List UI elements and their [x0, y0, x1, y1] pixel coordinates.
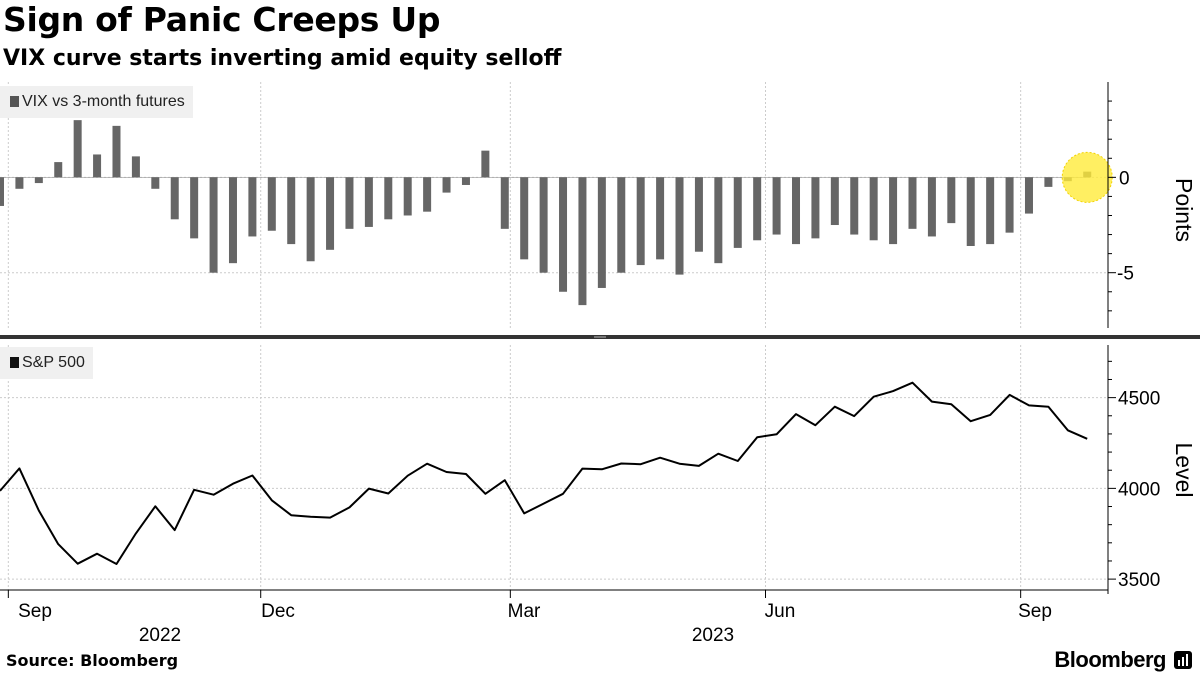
vix-bar [811, 177, 820, 239]
legend-vix: VIX vs 3-month futures [0, 86, 193, 118]
vix-bar [694, 177, 703, 252]
x-tick-label: Sep [1018, 601, 1052, 622]
vix-bar [675, 177, 684, 275]
vix-bar [792, 177, 801, 245]
vix-bar [597, 177, 606, 288]
x-year-label: 2022 [139, 625, 181, 646]
vix-bar [559, 177, 568, 292]
y-tick-label-bottom: 4000 [1118, 479, 1160, 500]
vix-bar [1005, 177, 1014, 233]
vix-bar [520, 177, 529, 260]
vix-bar [830, 177, 839, 226]
vix-bar [850, 177, 859, 235]
x-year-label: 2023 [692, 625, 734, 646]
vix-bar [287, 177, 296, 245]
vix-bar [93, 154, 102, 178]
vix-bar [442, 177, 451, 193]
brand-logo-text: Bloomberg [1054, 647, 1166, 672]
vix-bar [869, 177, 878, 241]
vix-bar [947, 177, 956, 224]
vix-bar [753, 177, 762, 241]
legend-label-spx: S&P 500 [22, 354, 85, 371]
vix-bar [889, 177, 898, 245]
vix-bar [908, 177, 917, 229]
vix-bar [403, 177, 412, 216]
vix-bar [131, 156, 140, 178]
y-axis-title-top: Points [1171, 178, 1197, 242]
y-tick-label-top: 0 [1119, 168, 1130, 189]
vix-bar [34, 177, 43, 184]
spx-line-layer [0, 381, 1088, 565]
legend-label-vix: VIX vs 3-month futures [22, 93, 185, 110]
vix-bars [0, 120, 1113, 306]
legend-spx: S&P 500 [0, 347, 93, 379]
vix-bar [306, 177, 315, 262]
vix-bar [966, 177, 975, 246]
vix-bar [617, 177, 626, 273]
vix-bar [481, 150, 490, 178]
inversion-highlight [1061, 151, 1113, 203]
chart-subtitle: VIX curve starts inverting amid equity s… [3, 46, 562, 71]
vix-bar [73, 120, 82, 178]
vix-bar [733, 177, 742, 248]
vix-bar [0, 177, 4, 206]
vix-bar [112, 125, 121, 178]
vix-bar [714, 177, 723, 264]
legend-swatch-spx [10, 357, 19, 368]
y-tick-label-bottom: 4500 [1118, 389, 1160, 410]
vix-bar [461, 177, 470, 185]
vix-bar [15, 177, 24, 189]
vix-bar [656, 177, 665, 260]
vix-bar [927, 177, 936, 237]
vix-bar [190, 177, 199, 239]
vix-bar [326, 177, 335, 250]
vix-bar [772, 177, 781, 235]
vix-bar [345, 177, 354, 229]
chart-title: Sign of Panic Creeps Up [3, 0, 441, 39]
vix-bar [1044, 177, 1053, 187]
vix-bar [539, 177, 548, 273]
vix-bar [500, 177, 509, 229]
vix-bar [384, 177, 393, 220]
brand-mark-icon [1174, 651, 1192, 669]
x-tick-label: Dec [261, 601, 295, 622]
legend-swatch-vix [10, 96, 19, 107]
x-tick-label: Sep [18, 601, 52, 622]
y-tick-label-top: -5 [1117, 264, 1134, 285]
axis-labels: 0 -5 3500 4000 4500 Points Level Sep Dec Mar Jun Se… [18, 168, 1197, 646]
vix-bar [267, 177, 276, 231]
axes [0, 82, 1200, 598]
vix-bar [248, 177, 257, 237]
vix-bar [364, 177, 373, 227]
vix-bar [1024, 177, 1033, 214]
vix-bar [636, 177, 645, 266]
vix-bar [578, 177, 587, 306]
x-tick-label: Mar [508, 601, 541, 622]
spx-line [0, 381, 1088, 565]
y-axis-title-bottom: Level [1171, 443, 1197, 498]
x-tick-label: Jun [765, 601, 796, 622]
vix-bar [986, 177, 995, 245]
vix-bar [209, 177, 218, 273]
vix-bar [228, 177, 237, 264]
vix-bar [54, 162, 63, 178]
vix-bar [151, 177, 160, 189]
vix-bar [170, 177, 179, 220]
y-tick-label-bottom: 3500 [1118, 570, 1160, 591]
source-note: Source: Bloomberg [6, 651, 179, 670]
vix-bar [423, 177, 432, 212]
